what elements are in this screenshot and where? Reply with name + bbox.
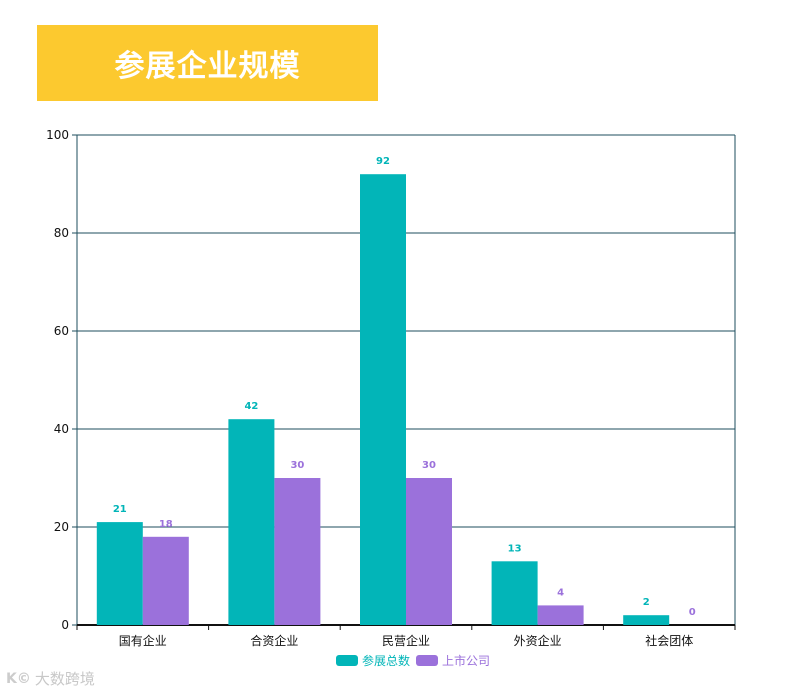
bar-total bbox=[623, 615, 670, 625]
data-label: 4 bbox=[557, 587, 564, 598]
legend-label: 上市公司 bbox=[442, 653, 490, 668]
legend-swatch bbox=[416, 655, 438, 666]
data-label: 0 bbox=[689, 607, 696, 618]
data-label: 2 bbox=[643, 597, 650, 608]
y-tick-label: 100 bbox=[46, 128, 69, 142]
y-tick-label: 0 bbox=[61, 618, 69, 632]
y-tick-label: 60 bbox=[54, 324, 69, 338]
data-label: 13 bbox=[508, 543, 522, 554]
bar-listed bbox=[274, 478, 321, 625]
title-banner: 参展企业规模 bbox=[37, 25, 378, 101]
legend-swatch bbox=[336, 655, 358, 666]
watermark: K© 大数跨境 bbox=[6, 668, 95, 689]
x-tick-label: 民营企业 bbox=[382, 633, 430, 648]
y-tick-label: 40 bbox=[54, 422, 69, 436]
x-tick-label: 外资企业 bbox=[514, 633, 562, 648]
bar-listed bbox=[142, 536, 189, 625]
watermark-text: 大数跨境 bbox=[34, 670, 95, 688]
bar-total bbox=[228, 419, 275, 625]
x-tick-label: 国有企业 bbox=[119, 633, 167, 648]
data-label: 42 bbox=[244, 401, 258, 412]
bar-listed bbox=[537, 605, 584, 625]
data-label: 21 bbox=[113, 504, 127, 515]
data-label: 30 bbox=[422, 460, 436, 471]
data-label: 18 bbox=[159, 519, 173, 530]
data-label: 92 bbox=[376, 156, 390, 167]
bar-total bbox=[360, 174, 406, 625]
x-tick-label: 社会团体 bbox=[645, 633, 693, 648]
y-tick-label: 80 bbox=[54, 226, 69, 240]
y-tick-label: 20 bbox=[54, 520, 69, 534]
chart-title: 参展企业规模 bbox=[114, 49, 301, 84]
data-label: 30 bbox=[290, 460, 304, 471]
bar-total bbox=[96, 522, 143, 625]
watermark-logo: K© bbox=[6, 670, 31, 687]
bar-total bbox=[491, 561, 538, 625]
legend-label: 参展总数 bbox=[362, 653, 410, 668]
x-tick-label: 合资企业 bbox=[250, 633, 298, 648]
bar-listed bbox=[406, 478, 452, 625]
